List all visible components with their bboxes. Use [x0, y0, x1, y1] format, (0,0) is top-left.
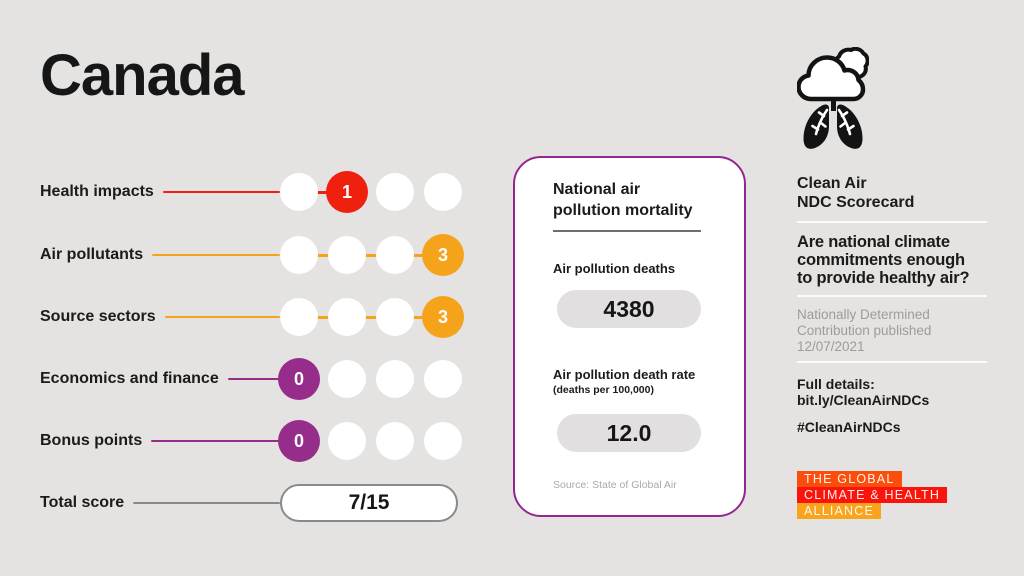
score-row-air-pollutants: Air pollutants 3 [40, 233, 464, 277]
score-dot [280, 298, 318, 336]
hashtag: #CleanAirNDCs [797, 419, 901, 435]
score-dot [376, 236, 414, 274]
deaths-label: Air pollution deaths [553, 261, 676, 276]
score-dot [376, 298, 414, 336]
source-note: Source: State of Global Air [553, 479, 677, 491]
score-dot [424, 360, 462, 398]
score-dot: 0 [278, 420, 320, 462]
card-title: National air pollution mortality [553, 181, 693, 219]
connector-line [152, 253, 280, 257]
mortality-card: National air pollution mortality Air pol… [513, 156, 746, 517]
details-link[interactable]: Full details: bit.ly/CleanAirNDCs [797, 376, 930, 408]
connector-line [164, 315, 280, 319]
score-dot [328, 298, 366, 336]
score-dots: 3 [280, 233, 464, 277]
connector-line [151, 439, 280, 443]
score-row-economics-finance: Economics and finance 0 [40, 357, 462, 401]
score-dot [424, 422, 462, 460]
score-dot: 0 [278, 358, 320, 400]
divider [797, 295, 987, 297]
alliance-logo: The Global Climate & Health Alliance [797, 471, 948, 519]
score-row-source-sectors: Source sectors 3 [40, 295, 464, 339]
deaths-value-pill: 4380 [557, 290, 701, 328]
row-label: Bonus points [40, 432, 143, 449]
scorecard-title: Clean Air NDC Scorecard [797, 175, 915, 211]
connector-line [227, 377, 280, 381]
score-dot [376, 173, 414, 211]
score-dot [328, 360, 366, 398]
total-score-row: Total score 7/15 [40, 481, 458, 525]
scorecard-question: Are national climate commitments enough … [797, 233, 970, 287]
score-dot [376, 360, 414, 398]
row-label: Source sectors [40, 308, 156, 325]
connector-line [162, 190, 280, 194]
logo-line: Climate & Health [797, 487, 948, 503]
score-dots: 0 [278, 419, 462, 463]
row-label: Health impacts [40, 183, 154, 200]
score-dots: 0 [278, 357, 462, 401]
score-dot [328, 236, 366, 274]
clouds-lungs-icon [797, 47, 869, 149]
score-dot: 3 [422, 296, 464, 338]
score-dot [424, 173, 462, 211]
score-dot [280, 173, 318, 211]
page-title: Canada [40, 43, 245, 108]
row-label: Total score [40, 494, 125, 511]
divider [797, 361, 987, 363]
death-rate-sublabel: (deaths per 100,000) [553, 384, 654, 396]
logo-line: Alliance [797, 503, 882, 519]
logo-line: The Global [797, 471, 902, 487]
death-rate-label: Air pollution death rate [553, 367, 696, 382]
score-dot [328, 422, 366, 460]
score-row-health-impacts: Health impacts 1 [40, 170, 462, 214]
score-dot [280, 236, 318, 274]
row-label: Economics and finance [40, 370, 219, 387]
death-rate-value-pill: 12.0 [557, 414, 701, 452]
total-score-pill: 7/15 [280, 484, 458, 522]
score-dots: 1 [280, 170, 462, 214]
score-dot: 3 [422, 234, 464, 276]
row-label: Air pollutants [40, 246, 144, 263]
card-title-underline [553, 230, 701, 232]
score-dots: 3 [280, 295, 464, 339]
score-dot: 1 [326, 171, 368, 213]
score-dot [376, 422, 414, 460]
ndc-published-note: Nationally Determined Contribution publi… [797, 307, 932, 354]
connector-line [133, 501, 280, 505]
score-row-bonus-points: Bonus points 0 [40, 419, 462, 463]
divider [797, 221, 987, 223]
